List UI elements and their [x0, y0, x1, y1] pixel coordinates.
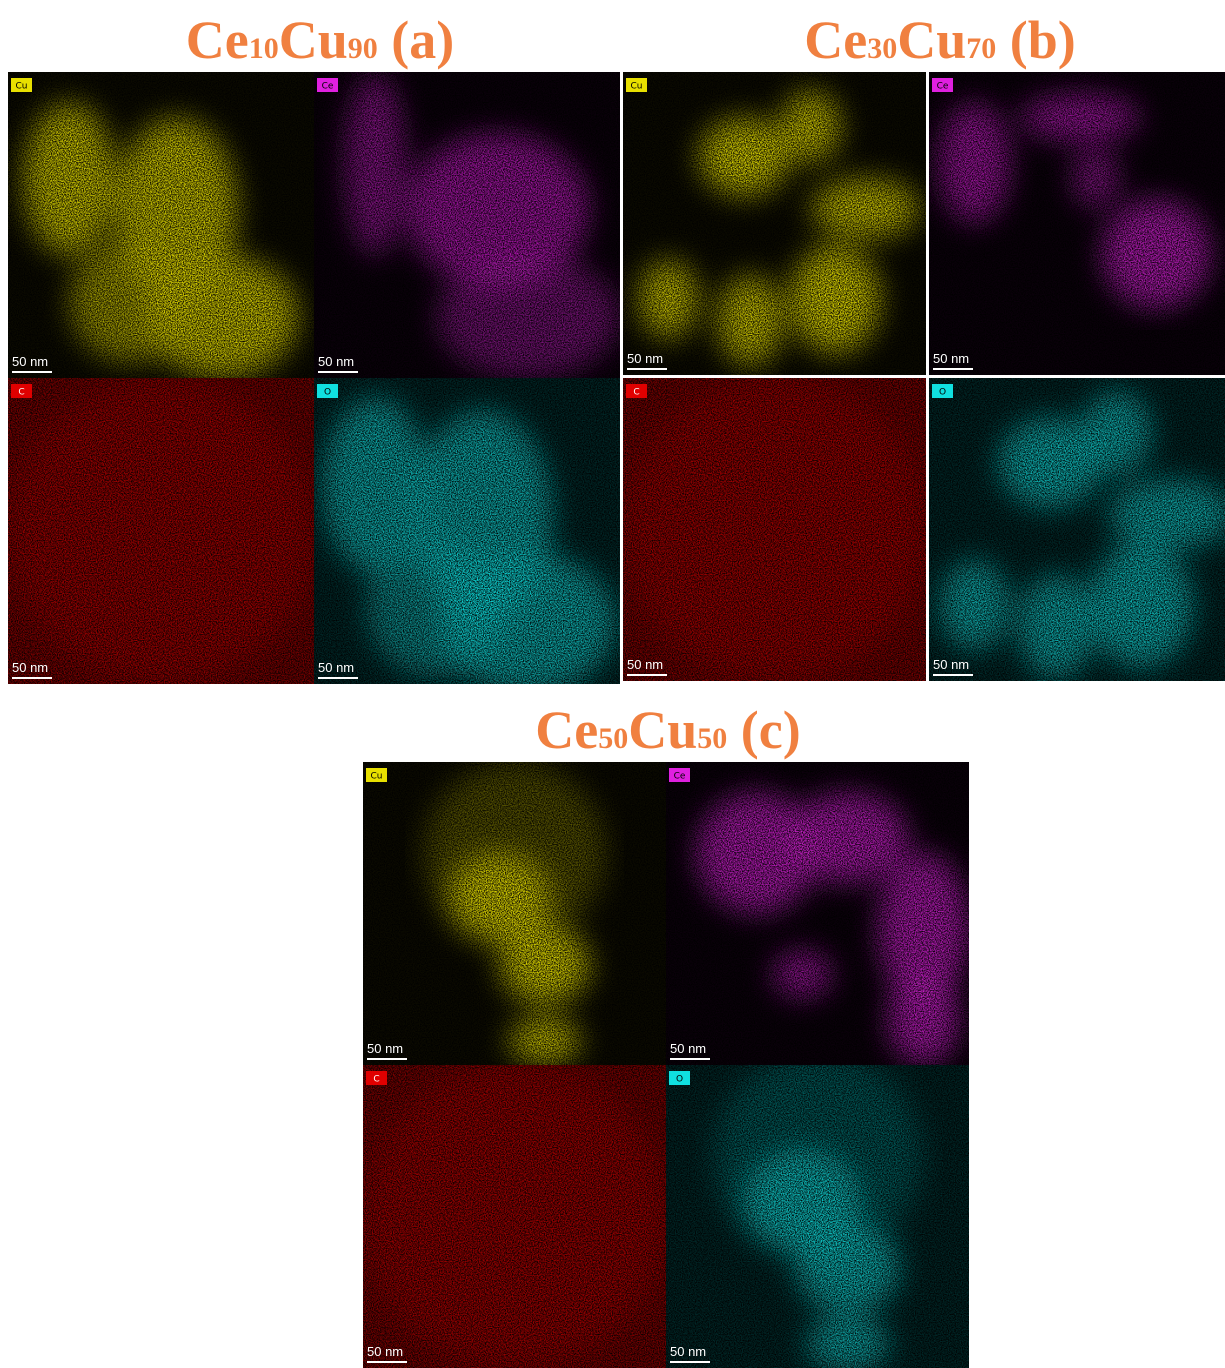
title-part: Ce [186, 10, 249, 70]
figure: Ce10Cu90 (a)Cu50 nmCe50 nmC50 nmO50 nmCe… [0, 0, 1225, 1368]
element-tag: C [373, 1075, 379, 1085]
title-part: (c) [727, 700, 800, 760]
element-tag: C [18, 388, 24, 398]
scale-bar [627, 368, 667, 370]
title-part: Cu [897, 10, 966, 70]
element-tag: Ce [937, 82, 949, 92]
scale-label: 50 nm [12, 660, 48, 675]
element-tag: O [676, 1075, 683, 1085]
scale-bar [367, 1058, 407, 1060]
element-map: Ce 50 nm [314, 72, 620, 378]
title-part: Cu [279, 10, 348, 70]
panel-title: Ce50Cu50 (c) [535, 700, 800, 760]
element-map: Cu 50 nm [623, 72, 926, 375]
panel-title: Ce10Cu90 (a) [186, 10, 454, 70]
element-tag: Cu [631, 82, 643, 92]
element-tag: C [633, 388, 639, 398]
element-tag: O [939, 388, 946, 398]
scale-label: 50 nm [367, 1041, 403, 1056]
element-map: O 50 nm [666, 1051, 969, 1368]
title-part: 50 [598, 722, 628, 755]
element-map: C 50 nm [623, 378, 926, 681]
scale-bar [367, 1361, 407, 1363]
element-tag: Ce [322, 82, 334, 92]
scale-label: 50 nm [670, 1041, 706, 1056]
scale-bar [318, 677, 358, 679]
element-map: C 50 nm [8, 378, 314, 684]
title-part: 90 [348, 32, 378, 65]
element-tag: O [324, 388, 331, 398]
title-part: (a) [378, 10, 454, 70]
scale-bar [933, 368, 973, 370]
title-part: 30 [867, 32, 897, 65]
scale-bar [670, 1058, 710, 1060]
title-part: Ce [535, 700, 598, 760]
element-map: Ce 50 nm [666, 762, 969, 1065]
scale-label: 50 nm [627, 657, 663, 672]
title-part: 10 [249, 32, 279, 65]
title-part: 50 [697, 722, 727, 755]
scale-label: 50 nm [627, 351, 663, 366]
scale-bar [933, 674, 973, 676]
element-map: Cu 50 nm [363, 762, 666, 1065]
element-map: O 50 nm [929, 378, 1225, 681]
element-map: O 50 nm [314, 378, 620, 693]
element-map: Ce 50 nm [929, 72, 1225, 375]
scale-bar [670, 1361, 710, 1363]
element-tag: Cu [371, 772, 383, 782]
scale-label: 50 nm [670, 1344, 706, 1359]
title-part: 70 [966, 32, 996, 65]
element-map: Cu 50 nm [8, 72, 314, 378]
scale-label: 50 nm [318, 354, 354, 369]
title-part: (b) [996, 10, 1076, 70]
scale-bar [627, 674, 667, 676]
element-map: C 50 nm [363, 1065, 666, 1368]
element-tag: Ce [674, 772, 686, 782]
title-part: Cu [628, 700, 697, 760]
scale-label: 50 nm [367, 1344, 403, 1359]
element-tag: Cu [16, 82, 28, 92]
scale-label: 50 nm [933, 657, 969, 672]
scale-label: 50 nm [12, 354, 48, 369]
scale-bar [12, 677, 52, 679]
scale-label: 50 nm [318, 660, 354, 675]
scale-bar [318, 371, 358, 373]
panel-title: Ce30Cu70 (b) [804, 10, 1076, 70]
scale-label: 50 nm [933, 351, 969, 366]
title-part: Ce [804, 10, 867, 70]
scale-bar [12, 371, 52, 373]
